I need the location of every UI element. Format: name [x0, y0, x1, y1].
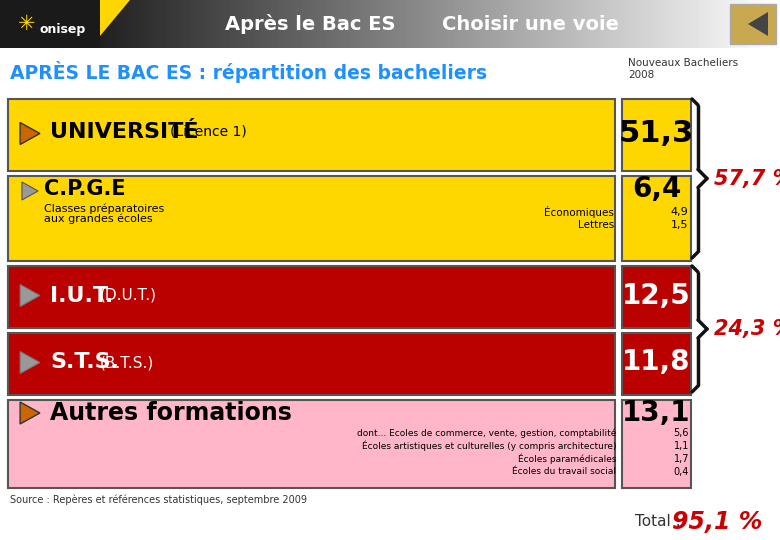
Text: Autres formations: Autres formations: [50, 401, 292, 425]
Text: Écoles paramédicales: Écoles paramédicales: [517, 454, 616, 464]
Text: ✳: ✳: [18, 14, 36, 34]
Text: aux grandes écoles: aux grandes écoles: [44, 213, 153, 224]
Text: 1,1: 1,1: [674, 441, 689, 451]
Text: (D.U.T.): (D.U.T.): [100, 288, 157, 303]
Text: dont... Ecoles de commerce, vente, gestion, comptabilité: dont... Ecoles de commerce, vente, gesti…: [356, 428, 616, 438]
Text: Choisir une voie: Choisir une voie: [441, 15, 619, 33]
Text: 1,7: 1,7: [673, 454, 689, 464]
Bar: [730, 4, 776, 44]
Bar: [8, 176, 615, 261]
Bar: [622, 333, 691, 395]
Bar: [622, 99, 691, 171]
Text: UNIVERSITÉ: UNIVERSITÉ: [50, 122, 198, 141]
Text: Après le Bac ES: Après le Bac ES: [225, 14, 395, 34]
Text: 4,9: 4,9: [670, 207, 688, 217]
Bar: [622, 266, 691, 328]
Text: Classes préparatoires: Classes préparatoires: [44, 203, 165, 213]
Text: (Licence 1): (Licence 1): [170, 125, 246, 138]
Text: 6,4: 6,4: [632, 175, 681, 203]
Bar: [8, 400, 615, 488]
Text: (B.T.S.): (B.T.S.): [100, 355, 154, 370]
Text: Nouveaux Bacheliers: Nouveaux Bacheliers: [628, 58, 738, 68]
Bar: [622, 400, 691, 488]
Text: 24,3 %: 24,3 %: [714, 319, 780, 339]
Bar: [0, 0, 100, 48]
Bar: [8, 99, 615, 171]
Polygon shape: [22, 182, 38, 200]
Text: I.U.T.: I.U.T.: [50, 286, 113, 306]
Text: Économiques: Économiques: [544, 206, 614, 218]
Text: 13,1: 13,1: [622, 399, 691, 427]
Bar: [8, 266, 615, 328]
Text: C.P.G.E: C.P.G.E: [44, 179, 126, 199]
Text: 5,6: 5,6: [673, 428, 689, 438]
Text: Écoles artistiques et culturelles (y compris architecture): Écoles artistiques et culturelles (y com…: [361, 441, 616, 451]
Polygon shape: [20, 352, 40, 374]
Text: onisep: onisep: [40, 24, 87, 37]
Polygon shape: [20, 285, 40, 307]
Text: 57,7 %: 57,7 %: [714, 168, 780, 188]
Bar: [622, 176, 691, 261]
Text: 12,5: 12,5: [622, 281, 691, 309]
Text: 95,1 %: 95,1 %: [672, 510, 762, 534]
Text: 11,8: 11,8: [622, 348, 691, 376]
Polygon shape: [0, 0, 130, 48]
Polygon shape: [20, 402, 40, 424]
Text: Source : Repères et références statistiques, septembre 2009: Source : Repères et références statistiq…: [10, 495, 307, 505]
Text: Écoles du travail social: Écoles du travail social: [512, 468, 616, 476]
Text: 1,5: 1,5: [671, 220, 688, 230]
Text: Lettres: Lettres: [578, 220, 614, 230]
Bar: [8, 333, 615, 395]
Text: S.T.S.: S.T.S.: [50, 353, 119, 373]
Text: APRÈS LE BAC ES : répartition des bacheliers: APRÈS LE BAC ES : répartition des bachel…: [10, 61, 488, 83]
Text: 0,4: 0,4: [674, 467, 689, 477]
Text: 2008: 2008: [628, 70, 654, 80]
Text: 51,3: 51,3: [619, 119, 694, 148]
Polygon shape: [748, 12, 768, 36]
Text: Total :: Total :: [635, 515, 686, 530]
Polygon shape: [20, 123, 40, 145]
